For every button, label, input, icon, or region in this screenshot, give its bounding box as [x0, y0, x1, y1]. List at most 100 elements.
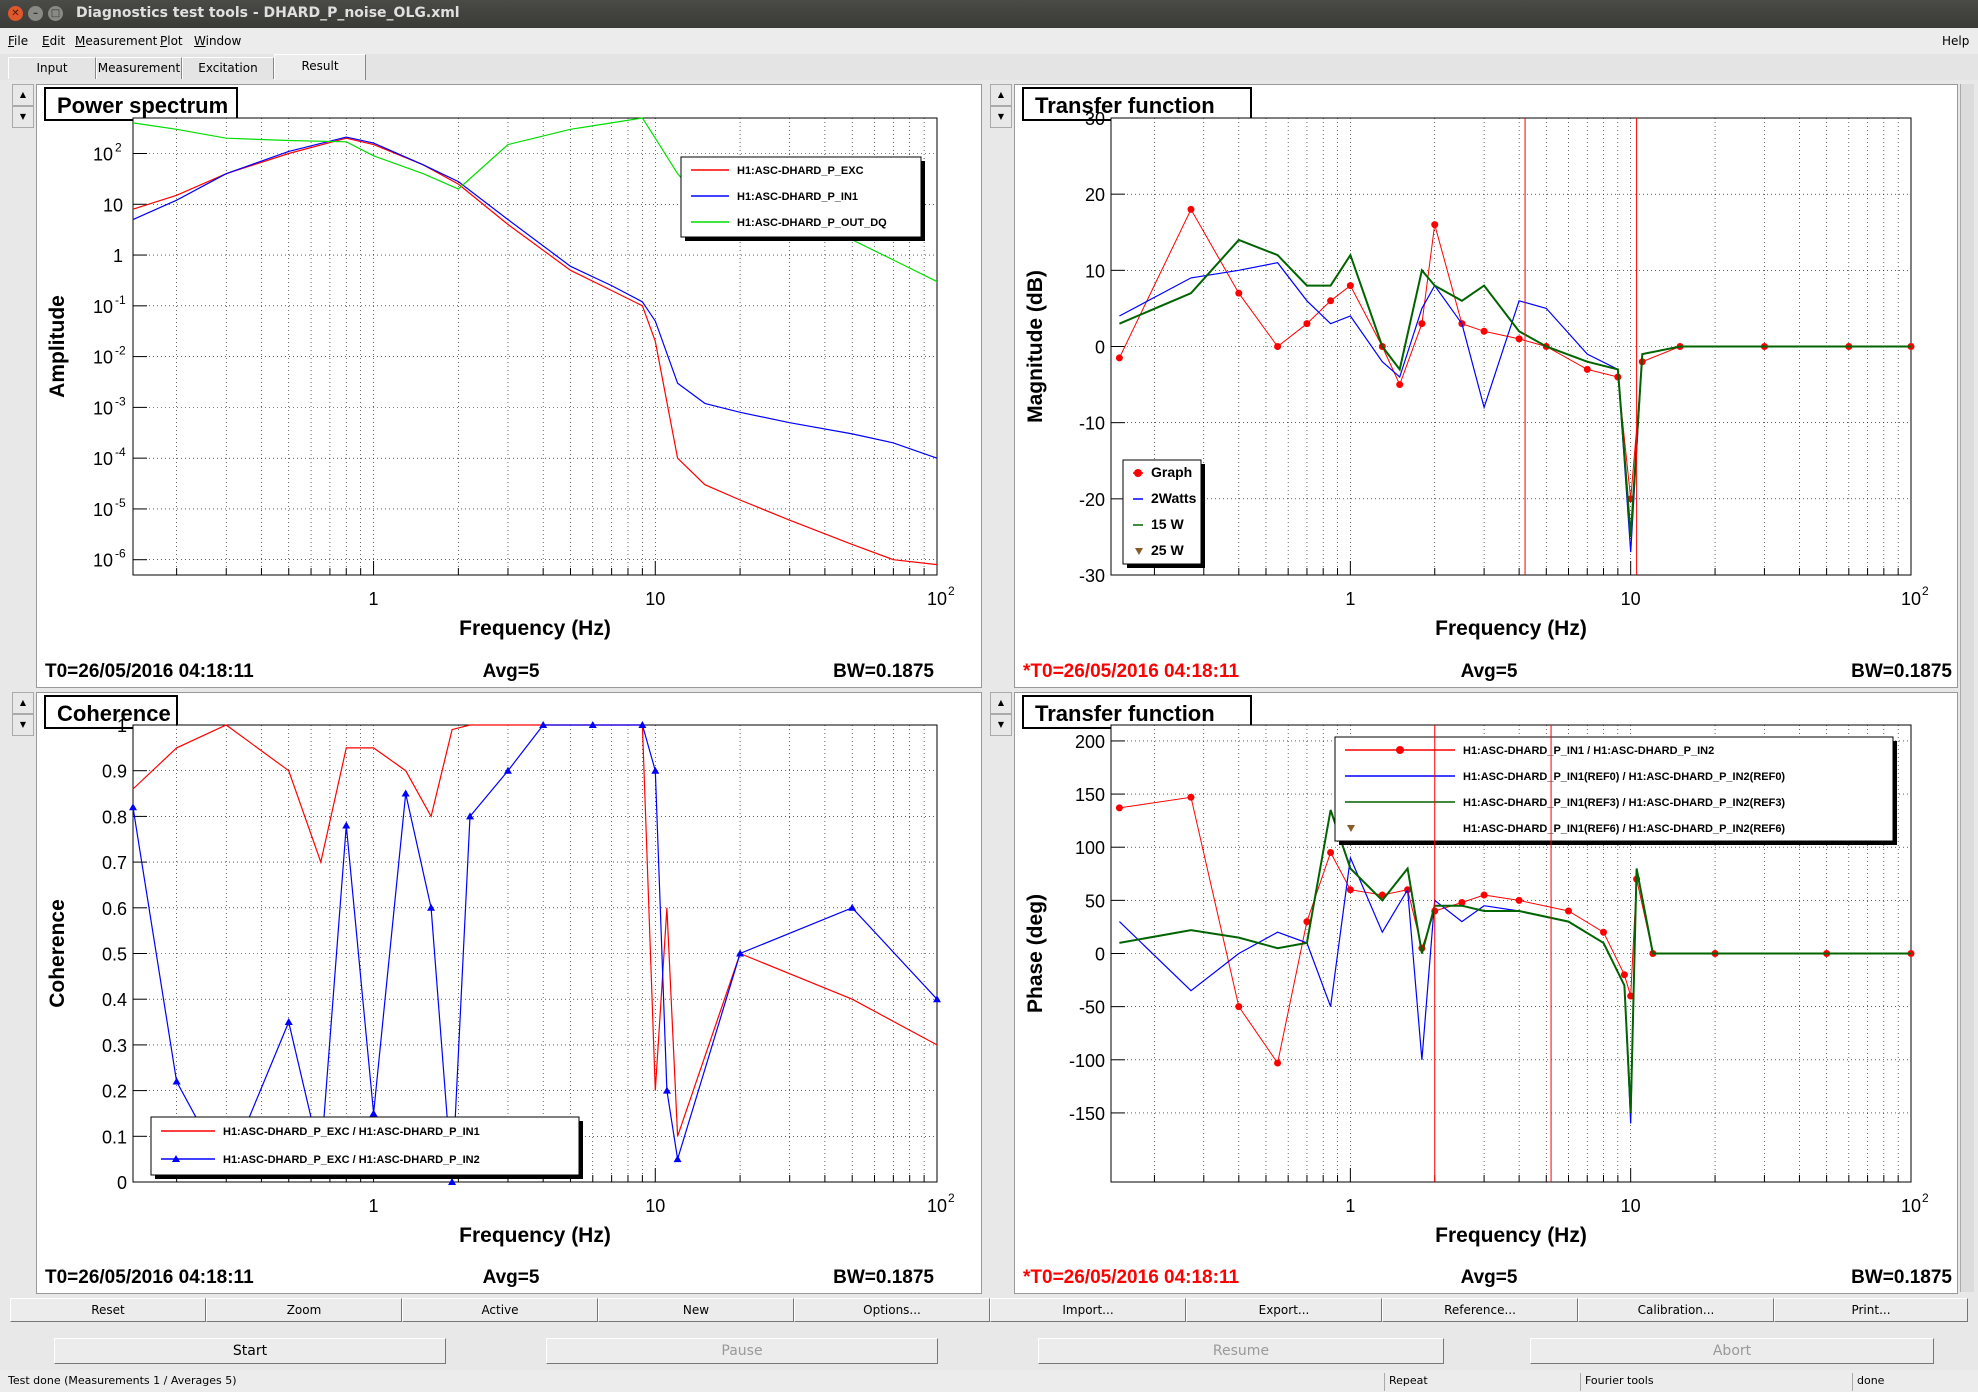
import-button[interactable]: Import...: [990, 1298, 1186, 1322]
tab-result[interactable]: Result: [274, 54, 366, 80]
pad-select-down-bl-icon[interactable]: ▼: [12, 714, 34, 736]
series-line-1: [132, 136, 938, 459]
legend-entry: H1:ASC-DHARD_P_EXC / H1:ASC-DHARD_P_IN1: [223, 1126, 480, 1138]
menu-measurement[interactable]: Measurement: [75, 34, 158, 48]
status-main: Test done (Measurements 1 / Averages 5): [8, 1374, 237, 1387]
menu-window[interactable]: Window: [194, 34, 242, 48]
menu-help[interactable]: Help: [1942, 34, 1970, 48]
legend-entry: H1:ASC-DHARD_P_IN1(REF3) / H1:ASC-DHARD_…: [1463, 797, 1785, 809]
minimize-window-icon[interactable]: –: [28, 6, 43, 21]
data-point: [1600, 928, 1608, 936]
pad-select-down-br-icon[interactable]: ▼: [990, 714, 1012, 736]
data-point: [369, 1109, 378, 1117]
calibration-button[interactable]: Calibration...: [1578, 1298, 1774, 1322]
pad-title: Transfer function: [1035, 701, 1215, 726]
menu-bar: File Edit Measurement Plot Window Help: [0, 28, 1978, 54]
abort-button[interactable]: Abort: [1530, 1338, 1934, 1364]
data-point: [1274, 1059, 1282, 1067]
data-point: [448, 1178, 457, 1185]
tab-measurement[interactable]: Measurement: [96, 57, 182, 79]
y-tick-label-exp: -1: [115, 293, 126, 307]
data-point: [588, 721, 597, 728]
pad-select-down-tl-icon[interactable]: ▼: [12, 106, 34, 128]
menu-edit[interactable]: Edit: [42, 34, 66, 48]
y-tick-label: 1: [117, 716, 127, 736]
x-axis-label: Frequency (Hz): [459, 617, 611, 640]
window-title: Diagnostics test tools - DHARD_P_noise_O…: [76, 5, 460, 21]
tab-input[interactable]: Input: [8, 57, 96, 79]
legend-marker: [1135, 548, 1143, 555]
data-point: [1346, 282, 1354, 290]
x-tick-label: 1: [369, 589, 379, 609]
y-tick-label: 0.2: [102, 1082, 127, 1102]
data-point: [638, 721, 647, 728]
reference-button[interactable]: Reference...: [1382, 1298, 1578, 1322]
x-tick-label: 10: [645, 1196, 665, 1216]
plot-pad-magnitude[interactable]: Transfer function 1 10 10 2 30 20 10 0 -10 -20 -30 F…: [1014, 84, 1958, 688]
active-button[interactable]: Active: [402, 1298, 598, 1322]
close-window-icon[interactable]: ✕: [8, 6, 23, 21]
y-tick-label: -10: [1079, 414, 1105, 434]
y-tick-label: -50: [1079, 998, 1105, 1018]
reset-button[interactable]: Reset: [10, 1298, 206, 1322]
menu-file[interactable]: File: [8, 34, 29, 48]
y-tick-label-exp: 2: [115, 140, 122, 154]
x-tick-label: 10: [1621, 1196, 1641, 1216]
pad-select-up-tl-icon[interactable]: ▲: [12, 84, 34, 106]
plot-pad-phase[interactable]: Transfer function 1 10 10 2 200 150 100 50 0 -50 -1…: [1014, 692, 1958, 1294]
export-button[interactable]: Export...: [1186, 1298, 1382, 1322]
pad-avg: Avg=5: [1461, 1267, 1518, 1288]
status-repeat: Repeat: [1384, 1373, 1428, 1391]
resume-button[interactable]: Resume: [1038, 1338, 1444, 1364]
y-tick-label: 10: [93, 297, 113, 317]
legend-entry: H1:ASC-DHARD_P_EXC: [737, 165, 864, 177]
menu-plot[interactable]: Plot: [160, 34, 183, 48]
pad-select-up-tr-icon[interactable]: ▲: [990, 84, 1012, 106]
y-tick-label: 30: [1085, 109, 1105, 129]
pad-select-up-bl-icon[interactable]: ▲: [12, 692, 34, 714]
print-button[interactable]: Print...: [1774, 1298, 1968, 1322]
options-button[interactable]: Options...: [794, 1298, 990, 1322]
plot-button-row: Reset Zoom Active New Options... Import.…: [10, 1298, 1968, 1322]
data-point: [1327, 849, 1335, 857]
x-axis-label: Frequency (Hz): [1435, 617, 1587, 640]
y-tick-label: 150: [1075, 785, 1105, 805]
y-tick-label: 0.4: [102, 990, 127, 1010]
y-tick-label: 0.6: [102, 899, 127, 919]
data-point: [1303, 918, 1311, 926]
data-point: [1303, 320, 1311, 328]
window-titlebar: ✕ – □ Diagnostics test tools - DHARD_P_n…: [0, 0, 1978, 28]
start-button[interactable]: Start: [54, 1338, 446, 1364]
data-point: [651, 766, 660, 774]
legend-entry: 2Watts: [1151, 490, 1197, 506]
tab-excitation[interactable]: Excitation: [182, 57, 274, 79]
data-point: [1346, 886, 1354, 894]
legend-marker: [1396, 746, 1404, 754]
plot-pad-coherence[interactable]: Coherence 1 10 10 2 1 0.9 0.8 0.7 0.6 0.5 0.4 0.3 0.2…: [36, 692, 982, 1294]
data-point: [1115, 354, 1123, 362]
x-tick-label: 10: [1901, 589, 1921, 609]
pad-bw: BW=0.1875: [833, 661, 934, 682]
pad-select-down-tr-icon[interactable]: ▼: [990, 106, 1012, 128]
data-point: [1418, 320, 1426, 328]
y-axis-label: Amplitude: [46, 295, 69, 398]
pad-title-box: [44, 87, 238, 121]
y-tick-label: -150: [1069, 1104, 1105, 1124]
maximize-window-icon[interactable]: □: [48, 6, 63, 21]
pad-title: Transfer function: [1035, 93, 1215, 118]
legend-marker: [1134, 469, 1142, 477]
plot-pad-power-spectrum[interactable]: Power spectrum 1 10 10 2 10 2 10 1 10 -1 10 -2 10 -3 10…: [36, 84, 982, 688]
pad-select-up-br-icon[interactable]: ▲: [990, 692, 1012, 714]
new-button[interactable]: New: [598, 1298, 794, 1322]
x-tick-label: 10: [1621, 589, 1641, 609]
vertical-scrollbar[interactable]: [1960, 84, 1974, 1292]
series-line-0: [132, 724, 938, 1137]
pause-button[interactable]: Pause: [546, 1338, 938, 1364]
data-point: [172, 1077, 181, 1085]
zoom-button[interactable]: Zoom: [206, 1298, 402, 1322]
data-point: [1327, 297, 1335, 305]
y-tick-label: 100: [1075, 838, 1105, 858]
data-point: [1515, 896, 1523, 904]
